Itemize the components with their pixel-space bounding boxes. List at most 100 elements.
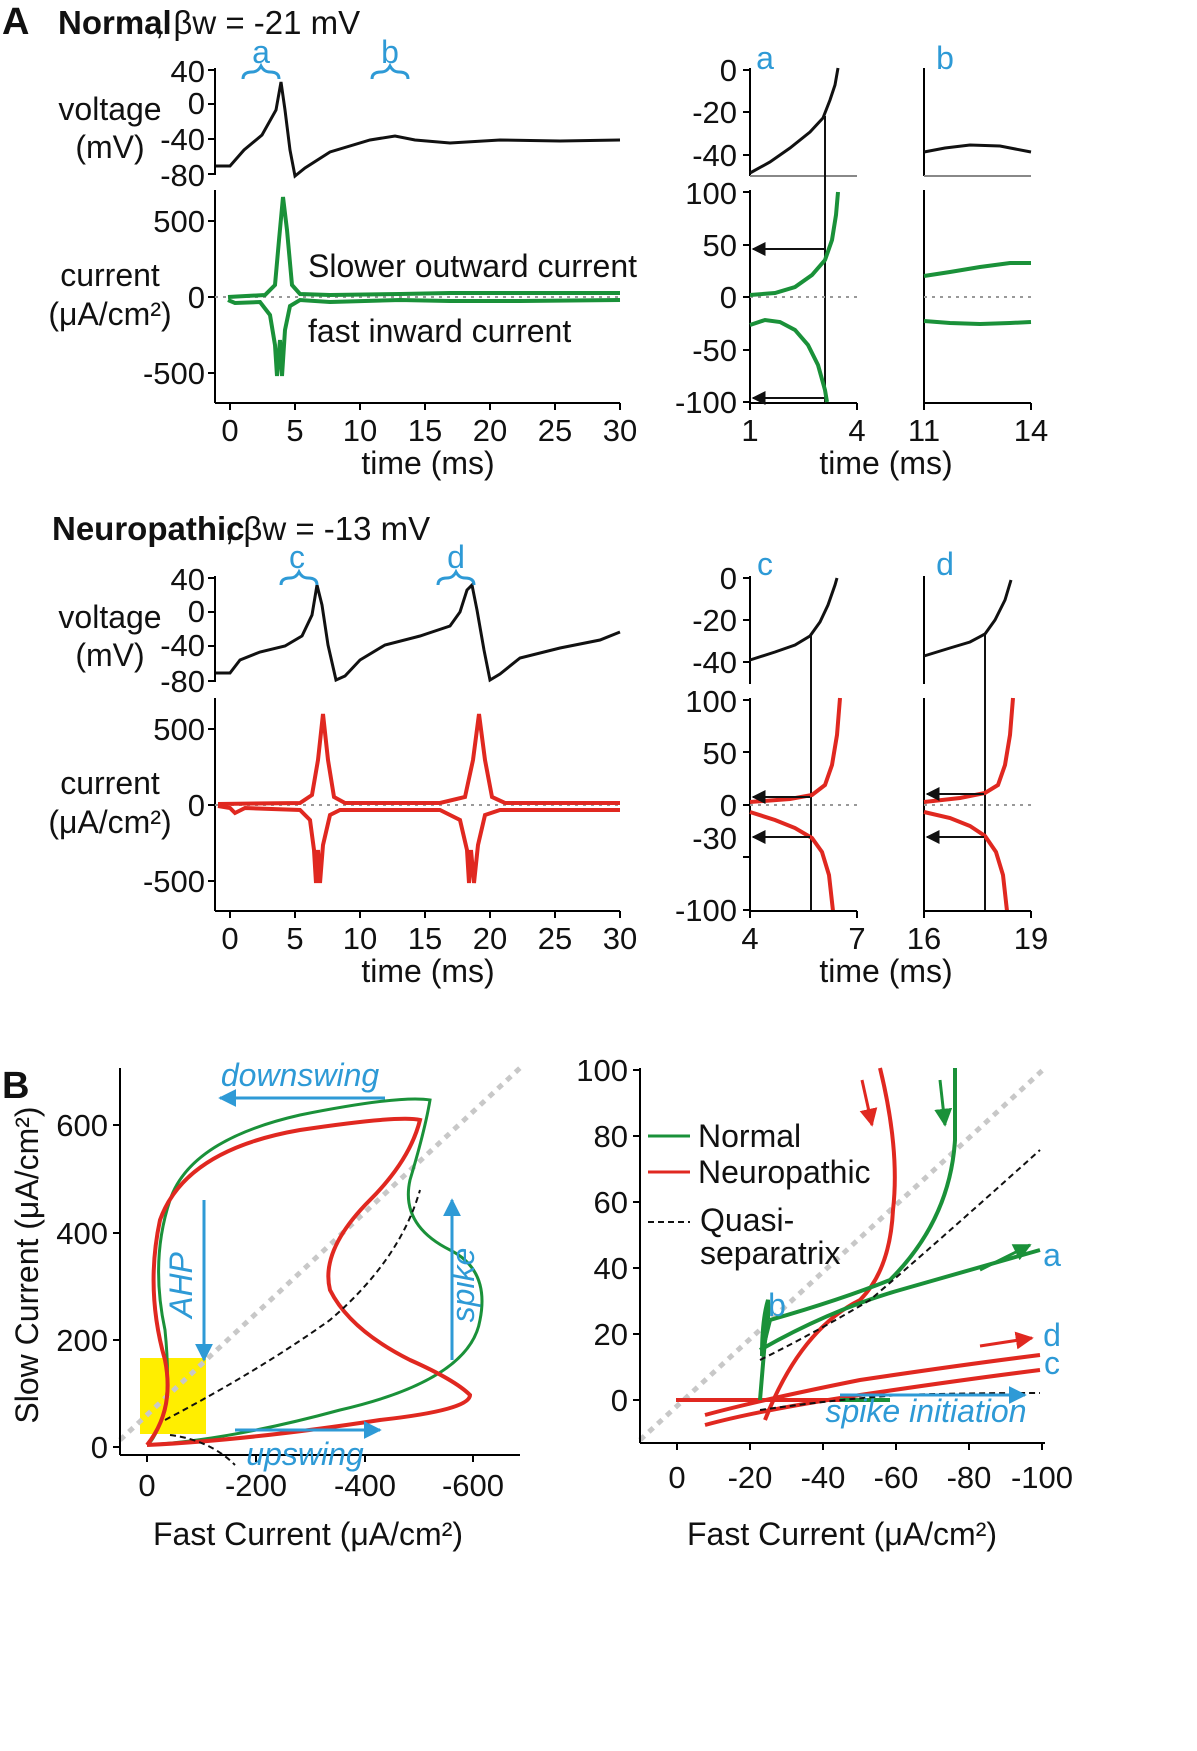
outward-current-trace <box>217 713 620 806</box>
y-tick-label: 40 <box>171 562 205 597</box>
x-axis-label: time (ms) <box>361 953 494 989</box>
zoom-x-axis-label: time (ms) <box>819 953 952 989</box>
x-tick-label: 20 <box>473 413 507 448</box>
current-label-2: (μA/cm²) <box>48 296 171 332</box>
segment-brace-d <box>436 568 476 586</box>
y-tick-label: 0 <box>720 788 737 823</box>
phase-plane-full: 600 400 200 0 0 -200 -400 -600 Fast Curr… <box>9 1057 522 1552</box>
y-tick-label: 0 <box>720 53 737 88</box>
voltage-trace <box>216 581 621 683</box>
neuropathic-loop <box>763 1067 897 1421</box>
voltage-label-2: (mV) <box>75 637 144 673</box>
x-axis-label: Fast Current (μA/cm²) <box>153 1516 463 1552</box>
x-tick-label: 5 <box>286 921 303 956</box>
normal-arrow-a <box>979 1243 1032 1272</box>
trace-label-a: a <box>1043 1237 1061 1273</box>
x-tick-label: 10 <box>343 413 377 448</box>
neuropathic-current-plot: current (μA/cm²) 500 0 -500 0 5 10 15 20… <box>48 698 637 989</box>
normal-arrow <box>934 1079 953 1127</box>
x-tick-label: 7 <box>848 921 865 956</box>
legend: Normal Neuropathic Quasi- separatrix <box>648 1118 871 1271</box>
y-tick-label: 200 <box>56 1323 108 1358</box>
neuropathic-arrow-d <box>979 1331 1034 1350</box>
y-tick-label: 0 <box>720 561 737 596</box>
x-tick-label: 20 <box>473 921 507 956</box>
outward-current-trace <box>227 196 620 299</box>
segment-label-b: b <box>381 34 399 70</box>
x-tick-label: 19 <box>1014 921 1048 956</box>
y-tick-label: -20 <box>692 95 737 130</box>
y-tick-label: 40 <box>594 1251 628 1286</box>
y-tick-label: 40 <box>171 54 205 89</box>
y-tick-label: 0 <box>611 1383 628 1418</box>
segment-brace-a <box>241 62 281 80</box>
y-tick-label: -50 <box>692 333 737 368</box>
zoom-label-b: b <box>936 40 954 76</box>
x-tick-label: 0 <box>138 1468 155 1503</box>
inward-current-trace <box>217 804 620 884</box>
x-tick-label: -400 <box>334 1468 396 1503</box>
voltage-trace <box>923 143 1032 154</box>
normal-title: Normal <box>58 4 172 41</box>
voltage-trace <box>749 67 840 175</box>
y-tick-label: -80 <box>160 664 205 699</box>
voltage-trace <box>923 579 1013 658</box>
normal-voltage-plot: voltage (mV) 40 0 -40 -80 a b <box>58 34 621 193</box>
y-tick-label: -30 <box>692 821 737 856</box>
panel-b-letter: B <box>2 1065 29 1107</box>
y-tick-label: 0 <box>91 1430 108 1465</box>
normal-current-plot: current (μA/cm²) 500 0 -500 0 5 10 15 20… <box>48 190 637 481</box>
outward-current-trace <box>923 261 1031 278</box>
y-tick-label: -500 <box>143 356 205 391</box>
fast-inward-label: fast inward current <box>308 313 571 349</box>
x-ticks <box>229 911 621 918</box>
spike-initiation-label: spike initiation <box>826 1393 1027 1429</box>
x-tick-label: 15 <box>408 413 442 448</box>
y-tick-label: 20 <box>594 1317 628 1352</box>
inward-current-trace <box>749 317 829 403</box>
zoom-label-a: a <box>756 40 774 76</box>
current-label-1: current <box>60 257 160 293</box>
inward-current-trace <box>923 810 1009 912</box>
normal-param: , βw = -21 mV <box>155 4 360 41</box>
x-tick-label: 10 <box>343 921 377 956</box>
trace-label-c: c <box>1044 1345 1060 1381</box>
normal-zoom-a: a 0 -20 -40 <box>692 40 857 403</box>
neuropathic-zoom-c: c 0 -20 -40 100 50 0 -30 -100 4 7 <box>675 546 866 956</box>
y-tick-label: 600 <box>56 1108 108 1143</box>
neuropathic-trajectory <box>704 1353 1041 1417</box>
x-tick-label: 15 <box>408 921 442 956</box>
outward-current-trace <box>749 191 840 297</box>
inward-current-trace <box>749 810 835 912</box>
current-label-2: (μA/cm²) <box>48 804 171 840</box>
y-tick-label: 0 <box>188 594 205 629</box>
x-tick-label: 14 <box>1014 413 1048 448</box>
neuropathic-param: , βw = -13 mV <box>225 510 430 547</box>
downswing-label: downswing <box>221 1057 380 1093</box>
outward-current-trace <box>923 697 1015 804</box>
normal-loop <box>769 1068 958 1322</box>
normal-zoom-b: b 11 14 <box>908 40 1048 448</box>
x-ticks <box>229 403 621 410</box>
inward-current-trace <box>227 297 621 377</box>
y-tick-label: 50 <box>703 228 737 263</box>
segment-label-c: c <box>289 539 305 575</box>
y-tick-label: 500 <box>153 204 205 239</box>
voltage-label-2: (mV) <box>75 129 144 165</box>
normal-loop-b <box>760 1299 771 1357</box>
y-tick-label: 0 <box>188 86 205 121</box>
y-tick-label: -80 <box>160 158 205 193</box>
y-tick-label: 100 <box>685 684 737 719</box>
normal-zoom-a-current: 100 50 0 -50 -100 1 4 <box>675 176 866 448</box>
x-tick-label: 0 <box>668 1460 685 1495</box>
normal-trajectory <box>146 1097 484 1447</box>
trace-label-d: d <box>1043 1317 1061 1353</box>
y-tick-label: 50 <box>703 736 737 771</box>
y-tick-label: -40 <box>692 138 737 173</box>
y-tick-label: 0 <box>720 280 737 315</box>
identity-line <box>638 1066 1047 1442</box>
y-tick-label: 60 <box>594 1185 628 1220</box>
phase-plane-zoom: 100 80 60 40 20 0 0 -20 -40 -60 -80 -100… <box>576 1053 1073 1552</box>
x-tick-label: 5 <box>286 413 303 448</box>
